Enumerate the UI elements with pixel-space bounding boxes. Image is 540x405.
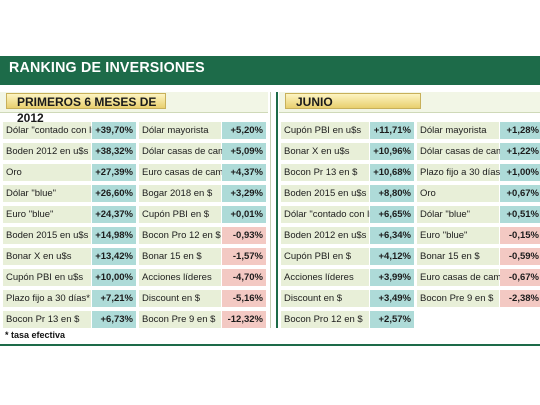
instrument-label: Boden 2012 en u$s [3, 143, 91, 160]
return-value: +5,20% [222, 122, 266, 139]
return-value: +1,22% [500, 143, 540, 160]
instrument-label: Bocon Pr 13 en $ [281, 164, 369, 181]
instrument-label: Cupón PBI en $ [281, 248, 369, 265]
return-value: +4,37% [222, 164, 266, 181]
return-value: +3,99% [370, 269, 414, 286]
return-value: +27,39% [92, 164, 136, 181]
return-value: -0,93% [222, 227, 266, 244]
bottom-rule [0, 344, 540, 346]
section-title-left: PRIMEROS 6 MESES DE 2012 [6, 93, 166, 125]
column-divider [270, 92, 271, 328]
return-value: -5,16% [222, 290, 266, 307]
return-value: +10,68% [370, 164, 414, 181]
instrument-label: Euro casas de cambio [417, 269, 514, 286]
return-value: +3,49% [370, 290, 414, 307]
instrument-label: Oro [3, 164, 91, 181]
return-value: +1,28% [500, 122, 540, 139]
return-value: -2,38% [500, 290, 540, 307]
return-value: +3,29% [222, 185, 266, 202]
return-value: +26,60% [92, 185, 136, 202]
return-value: +11,71% [370, 122, 414, 139]
return-value: +2,57% [370, 311, 414, 328]
instrument-label: Cupón PBI en u$s [3, 269, 91, 286]
instrument-label: Bocon Pre 9 en $ [139, 311, 221, 328]
return-value: -0,67% [500, 269, 540, 286]
instrument-label: Acciones líderes [281, 269, 369, 286]
instrument-label: Dólar "contado con liq." [281, 206, 383, 223]
return-value: +0,51% [500, 206, 540, 223]
return-value: -0,59% [500, 248, 540, 265]
instrument-label: Dólar "blue" [417, 206, 499, 223]
instrument-label: Bonar 15 en $ [139, 248, 221, 265]
instrument-label: Oro [417, 185, 499, 202]
instrument-label: Dólar "blue" [3, 185, 91, 202]
instrument-label: Dólar casas de cambio [417, 143, 517, 160]
instrument-label: Acciones líderes [139, 269, 221, 286]
instrument-label: Dólar casas de cambio [139, 143, 239, 160]
return-value: +5,09% [222, 143, 266, 160]
return-value: +0,67% [500, 185, 540, 202]
instrument-label: Bocon Pro 12 en $ [139, 227, 221, 244]
section-header-left: PRIMEROS 6 MESES DE 2012 [0, 92, 268, 125]
instrument-label: Discount en $ [281, 290, 369, 307]
instrument-label: Euro "blue" [3, 206, 91, 223]
instrument-label: Boden 2015 en u$s [3, 227, 91, 244]
return-value: +0,01% [222, 206, 266, 223]
footnote: * tasa efectiva [5, 330, 66, 340]
title-bar: RANKING DE INVERSIONES [0, 56, 540, 85]
instrument-label: Cupón PBI en u$s [281, 122, 369, 139]
return-value: +8,80% [370, 185, 414, 202]
instrument-label: Discount en $ [139, 290, 221, 307]
instrument-label: Bocon Pre 9 en $ [417, 290, 499, 307]
instrument-label: Bocon Pr 13 en $ [3, 311, 91, 328]
instrument-label: Bonar 15 en $ [417, 248, 499, 265]
return-value: +6,34% [370, 227, 414, 244]
page-title: RANKING DE INVERSIONES [9, 59, 205, 76]
instrument-label: Bonar X en u$s [3, 248, 91, 265]
section-title-right: JUNIO [285, 93, 421, 109]
return-value: -0,15% [500, 227, 540, 244]
instrument-label: Plazo fijo a 30 días* [3, 290, 91, 307]
section-divider [276, 92, 278, 328]
return-value: +6,73% [92, 311, 136, 328]
return-value: +13,42% [92, 248, 136, 265]
return-value: +14,98% [92, 227, 136, 244]
return-value: +1,00% [500, 164, 540, 181]
instrument-label: Bonar X en u$s [281, 143, 369, 160]
instrument-label: Euro casas de cambio [139, 164, 236, 181]
return-value: +38,32% [92, 143, 136, 160]
return-value: +39,70% [92, 122, 136, 139]
instrument-label: Cupón PBI en $ [139, 206, 221, 223]
instrument-label: Dólar mayorista [417, 122, 499, 139]
instrument-label: Boden 2015 en u$s [281, 185, 369, 202]
section-header-right: JUNIO [279, 92, 540, 113]
instrument-label: Plazo fijo a 30 días [417, 164, 500, 181]
instrument-label: Bocon Pro 12 en $ [281, 311, 369, 328]
return-value: +24,37% [92, 206, 136, 223]
return-value: +6,65% [370, 206, 414, 223]
return-value: -1,57% [222, 248, 266, 265]
return-value: +10,96% [370, 143, 414, 160]
instrument-label: Euro "blue" [417, 227, 499, 244]
return-value: +4,12% [370, 248, 414, 265]
instrument-label: Dólar mayorista [139, 122, 221, 139]
instrument-label: Boden 2012 en u$s [281, 227, 369, 244]
return-value: +7,21% [92, 290, 136, 307]
return-value: +10,00% [92, 269, 136, 286]
instrument-label: Dólar "contado con liq." [3, 122, 105, 139]
return-value: -12,32% [222, 311, 266, 328]
instrument-label: Bogar 2018 en $ [139, 185, 221, 202]
return-value: -4,70% [222, 269, 266, 286]
